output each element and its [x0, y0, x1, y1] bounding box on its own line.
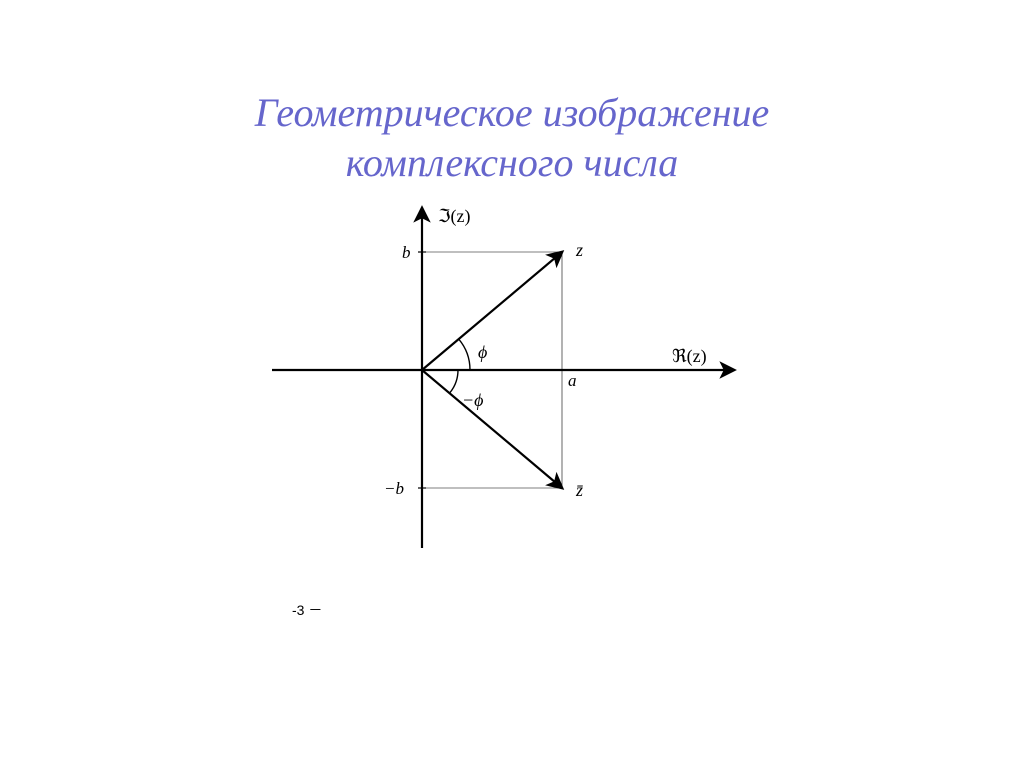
title-line-2: комплексного числа: [346, 140, 679, 185]
label-z: z: [575, 240, 583, 260]
label-a: a: [568, 371, 577, 390]
label-phi: ϕ: [478, 342, 487, 362]
slide-title: Геометрическое изображение комплексного …: [0, 88, 1024, 188]
label-minus-b: −b: [384, 479, 404, 498]
complex-plane-diagram: ℑ(z) ℜ(z) z z̄ a b −b ϕ −ϕ: [262, 200, 762, 580]
label-im-axis: ℑ(z): [438, 206, 471, 227]
label-minus-phi: −ϕ: [462, 390, 483, 410]
arc-minus-phi: [450, 370, 459, 393]
label-re-axis: ℜ(z): [672, 346, 707, 367]
footer-label: -3 －: [292, 600, 322, 620]
label-z-bar: z̄: [575, 480, 584, 500]
arc-phi: [459, 339, 470, 370]
label-b: b: [402, 243, 411, 262]
vector-z: [422, 252, 562, 370]
slide: Геометрическое изображение комплексного …: [0, 0, 1024, 768]
title-line-1: Геометрическое изображение: [255, 90, 770, 135]
vector-z-bar: [422, 370, 562, 488]
